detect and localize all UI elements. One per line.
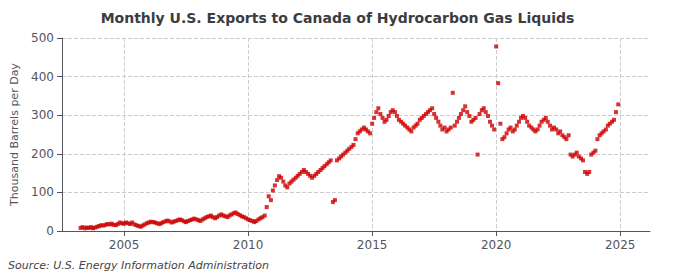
svg-text:2005: 2005 [109, 238, 140, 252]
svg-text:Source: U.S. Energy Informatio: Source: U.S. Energy Information Administ… [8, 259, 269, 272]
svg-text:0: 0 [46, 224, 54, 238]
svg-text:400: 400 [31, 70, 54, 84]
svg-text:2010: 2010 [233, 238, 264, 252]
svg-text:200: 200 [31, 147, 54, 161]
svg-text:500: 500 [31, 31, 54, 45]
svg-text:300: 300 [31, 108, 54, 122]
svg-text:2020: 2020 [481, 238, 512, 252]
svg-text:2025: 2025 [605, 238, 636, 252]
svg-text:Monthly U.S. Exports to Canada: Monthly U.S. Exports to Canada of Hydroc… [101, 10, 575, 26]
svg-text:100: 100 [31, 185, 54, 199]
svg-text:Thousand Barrels per Day: Thousand Barrels per Day [8, 63, 21, 207]
svg-text:2015: 2015 [357, 238, 388, 252]
